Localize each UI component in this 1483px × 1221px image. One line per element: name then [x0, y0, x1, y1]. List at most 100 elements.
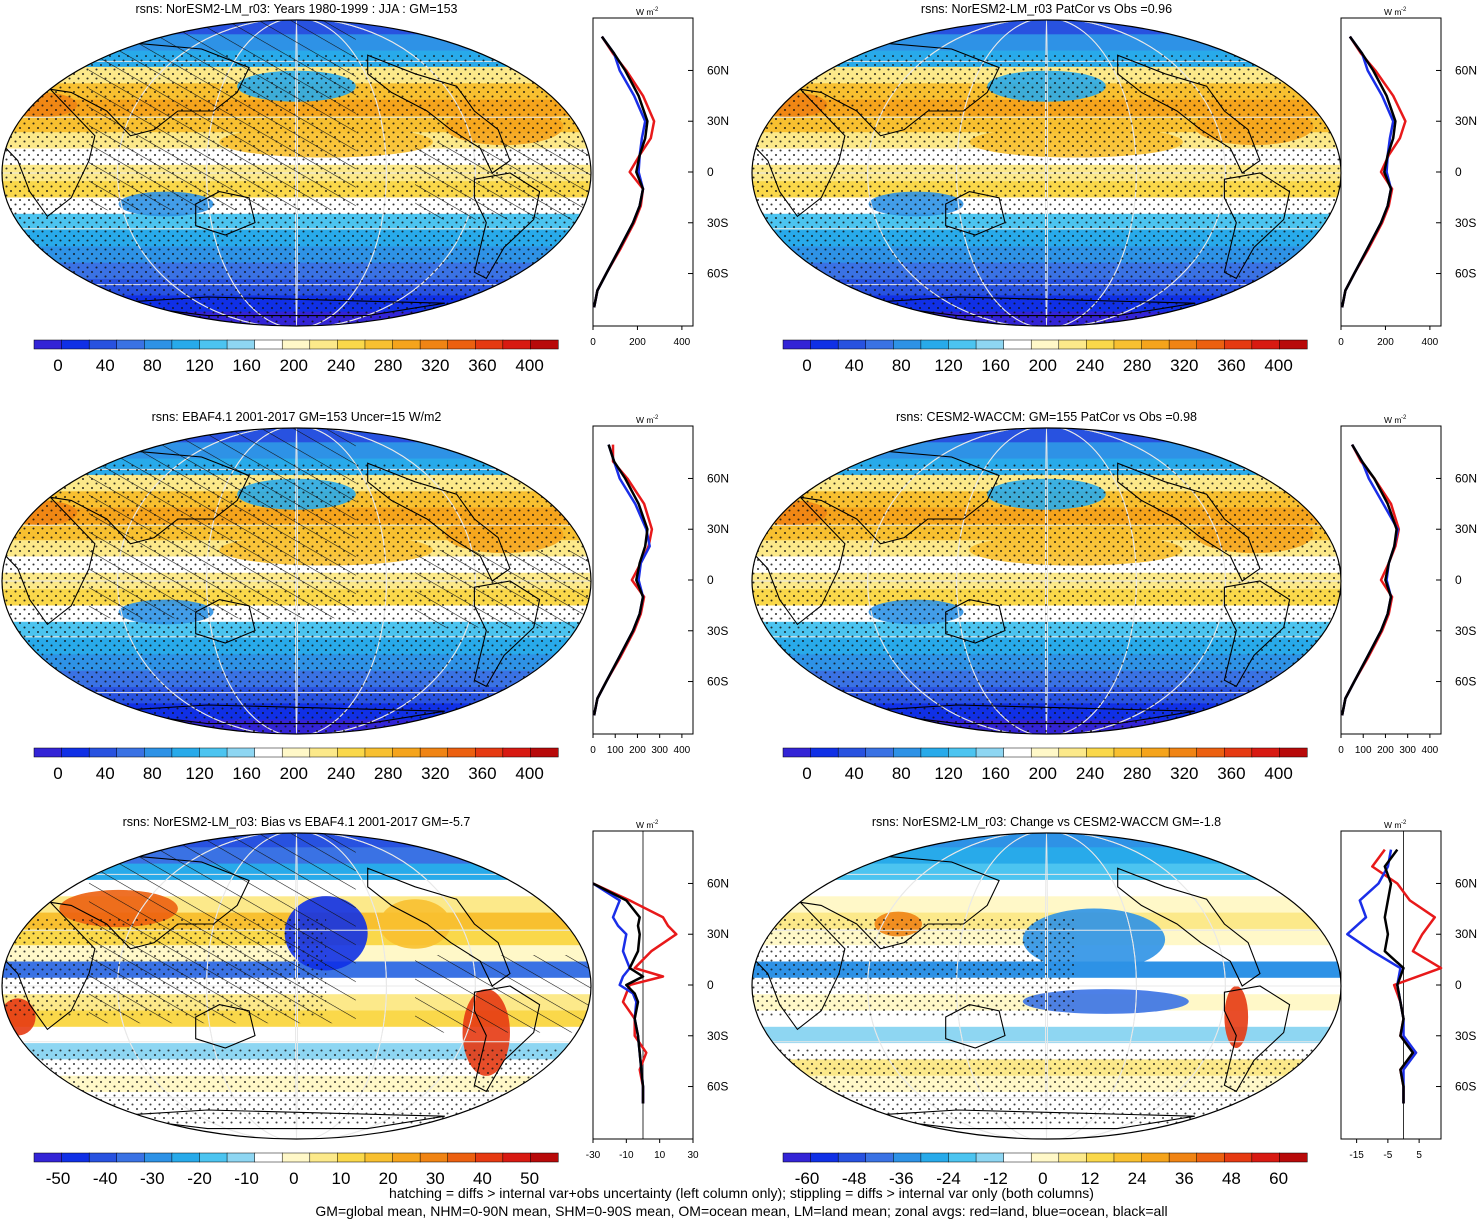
colorbar: -60 -48 -36 -24 -12 0 12 24 36 48 60: [782, 1152, 1308, 1188]
colorbar-label: 0: [1038, 1169, 1047, 1188]
colorbar-label: 400: [1264, 764, 1292, 783]
colorbar-label: 360: [1217, 764, 1245, 783]
zonal-x-tick-label: 200: [629, 337, 646, 348]
colorbar-swatch: [392, 747, 421, 758]
zonal-mean-plot: W m -2 60N 30N 0 30S 60S 0 200 400: [1338, 7, 1477, 348]
colorbar: 0 40 80 120 160 200 240 280 320 360 400: [782, 339, 1308, 375]
colorbar-label: 40: [845, 356, 864, 375]
colorbar-label: 280: [1123, 764, 1151, 783]
colorbar-swatch: [116, 339, 145, 350]
colorbar-swatch: [1003, 1152, 1032, 1163]
colorbar-label: -10: [234, 1169, 259, 1188]
colorbar-swatch: [475, 339, 504, 350]
colorbar-swatch: [502, 1152, 531, 1163]
zonal-x-tick-label: 0: [590, 745, 596, 756]
colorbar-swatch: [1113, 747, 1143, 758]
colorbar-swatch: [1224, 1152, 1253, 1163]
coastline: [752, 855, 1291, 1130]
colorbar-swatch: [144, 339, 173, 350]
colorbar-swatch: [254, 339, 283, 350]
colorbar-label: 240: [327, 356, 355, 375]
zonal-x-tick-label: 5: [1416, 1150, 1422, 1161]
stippling: [752, 55, 1341, 326]
colorbar-label: 160: [981, 764, 1009, 783]
colorbar-swatch: [1086, 747, 1115, 758]
zonal-ocean-line: [1346, 849, 1418, 1104]
colorbar-swatch: [502, 339, 531, 350]
lat-tick-label: 30S: [1455, 216, 1476, 230]
colorbar-swatch: [1279, 339, 1308, 350]
lat-tick-label: 60N: [1455, 63, 1477, 77]
lat-tick-label: 60N: [707, 471, 729, 485]
colorbar-swatch: [810, 747, 839, 758]
panel-title: rsns: NorESM2-LM_r03: Years 1980-1999 : …: [135, 2, 457, 16]
zonal-mean-plot: W m -2 60N 30N 0 30S 60S -15 -5 5: [1340, 820, 1477, 1161]
zonal-all-line: [1340, 443, 1398, 716]
colorbar-swatch: [33, 747, 63, 758]
colorbar-label: -36: [889, 1169, 914, 1188]
colorbar-swatch: [1224, 747, 1253, 758]
colorbar-swatch: [281, 339, 311, 350]
colorbar-label: 0: [53, 764, 62, 783]
hatching: [415, 955, 591, 1033]
colorbar-label: -48: [842, 1169, 867, 1188]
zonal-x-tick-label: 400: [674, 745, 691, 756]
zonal-unit-label: W m: [1384, 415, 1401, 425]
zonal-x-tick-label: 0: [1338, 745, 1344, 756]
colorbar-swatch: [1058, 747, 1087, 758]
colorbar-swatch: [1003, 339, 1032, 350]
zonal-mean-plot: W m -2 60N 30N 0 30S 60S 0 100 200 300 400: [590, 415, 729, 756]
colorbar-swatch: [309, 1152, 338, 1163]
colorbar-swatch: [1113, 1152, 1143, 1163]
panel-4: rsns: CESM2-WACCM: GM=155 PatCor vs Obs …: [751, 410, 1477, 783]
lat-tick-label: 30N: [1455, 522, 1477, 536]
lat-tick-label: 0: [1455, 165, 1462, 179]
map-band: [752, 1026, 1341, 1044]
colorbar-label: 80: [143, 764, 162, 783]
colorbar-swatch: [281, 1152, 311, 1163]
zonal-x-tick-label: 300: [1399, 745, 1416, 756]
colorbar-swatch: [1030, 747, 1060, 758]
zonal-frame: [592, 17, 694, 327]
colorbar-swatch: [254, 747, 283, 758]
colorbar-swatch: [1251, 1152, 1280, 1163]
footer-line-1: hatching = diffs > internal var+obs unce…: [389, 1185, 1094, 1201]
zonal-land-line: [592, 882, 678, 1104]
colorbar-swatch: [782, 747, 812, 758]
colorbar-swatch: [530, 1152, 559, 1163]
colorbar-label: 200: [1029, 764, 1057, 783]
zonal-unit-exponent: -2: [1401, 415, 1407, 421]
lat-tick-label: 0: [1455, 573, 1462, 587]
stippling: [2, 1048, 591, 1126]
colorbar-swatch: [502, 747, 531, 758]
colorbar-swatch: [61, 339, 90, 350]
colorbar-swatch: [309, 339, 338, 350]
colorbar: 0 40 80 120 160 200 240 280 320 360 400: [782, 747, 1308, 783]
colorbar-swatch: [1086, 339, 1115, 350]
map-band: [752, 863, 1341, 881]
map-band: [752, 879, 1341, 897]
colorbar-swatch: [33, 1152, 63, 1163]
colorbar-label: -30: [140, 1169, 165, 1188]
lat-tick-label: 30S: [707, 624, 728, 638]
zonal-unit-exponent: -2: [653, 820, 659, 826]
zonal-unit-label: W m: [636, 820, 653, 830]
colorbar-swatch: [392, 339, 421, 350]
lat-tick-label: 60S: [707, 675, 728, 689]
coastline: [2, 42, 541, 317]
colorbar: 0 40 80 120 160 200 240 280 320 360 400: [33, 747, 559, 783]
panel-2: rsns: NorESM2-LM_r03 PatCor vs Obs =0.96…: [751, 2, 1477, 375]
colorbar-swatch: [1141, 747, 1170, 758]
colorbar-swatch: [975, 747, 1005, 758]
colorbar-label: 60: [1269, 1169, 1288, 1188]
panel-title: rsns: NorESM2-LM_r03: Bias vs EBAF4.1 20…: [123, 815, 471, 829]
lat-tick-label: 30N: [707, 114, 729, 128]
colorbar-label: 320: [421, 764, 449, 783]
colorbar-label: 280: [374, 356, 402, 375]
panel-1: rsns: NorESM2-LM_r03: Years 1980-1999 : …: [1, 2, 729, 375]
colorbar-swatch: [88, 1152, 118, 1163]
colorbar-label: 0: [802, 356, 811, 375]
colorbar-swatch: [337, 747, 366, 758]
colorbar-swatch: [254, 1152, 283, 1163]
colorbar-swatch: [337, 1152, 366, 1163]
